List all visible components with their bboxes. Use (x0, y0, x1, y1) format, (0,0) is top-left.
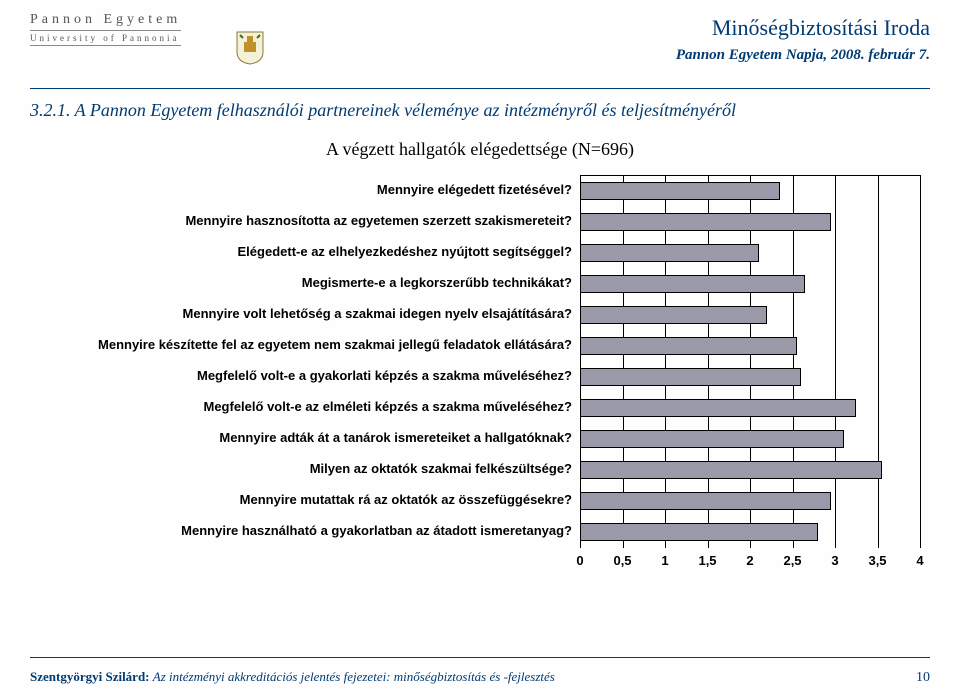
footer: Szentgyörgyi Szilárd: Az intézményi akkr… (30, 669, 930, 686)
chart-row: Mennyire elégedett fizetésével? (40, 175, 920, 206)
footer-title: Az intézményi akkreditációs jelentés fej… (153, 669, 555, 684)
x-axis-tick: 3 (831, 553, 838, 568)
page-number: 10 (916, 670, 930, 686)
chart-bar-cell (580, 485, 920, 516)
chart-row-label: Elégedett-e az elhelyezkedéshez nyújtott… (40, 245, 580, 259)
chart-row-label: Megfelelő volt-e az elméleti képzés a sz… (40, 400, 580, 414)
slide-body: 3.2.1. A Pannon Egyetem felhasználói par… (30, 100, 930, 605)
satisfaction-chart: Mennyire elégedett fizetésével? Mennyire … (40, 175, 920, 605)
x-axis-tick: 0 (576, 553, 583, 568)
chart-bar (580, 430, 844, 448)
chart-bar-cell (580, 330, 920, 361)
chart-bar-cell (580, 392, 920, 423)
chart-bar (580, 182, 780, 200)
university-name-en: University of Pannonia (30, 30, 181, 46)
chart-bar (580, 399, 856, 417)
chart-row: Mennyire volt lehetőség a szakmai idegen… (40, 299, 920, 330)
chart-row: Mennyire készítette fel az egyetem nem s… (40, 330, 920, 361)
x-axis-tick: 3,5 (868, 553, 886, 568)
header-right: Minőségbiztosítási Iroda Pannon Egyetem … (676, 15, 930, 64)
chart-row: Mennyire mutattak rá az oktatók az össze… (40, 485, 920, 516)
x-axis-tick: 4 (916, 553, 923, 568)
chart-bar (580, 244, 759, 262)
x-axis-tick: 2 (746, 553, 753, 568)
footer-divider (30, 657, 930, 658)
chart-row-label: Mennyire hasznosította az egyetemen szer… (40, 214, 580, 228)
footer-author: Szentgyörgyi Szilárd: (30, 669, 153, 684)
chart-row-label: Mennyire készítette fel az egyetem nem s… (40, 338, 580, 352)
chart-row: Mennyire hasznosította az egyetemen szer… (40, 206, 920, 237)
x-axis-tick: 1,5 (698, 553, 716, 568)
gridline (920, 176, 921, 548)
chart-subtitle: A végzett hallgatók elégedettsége (N=696… (30, 139, 930, 160)
x-axis-tick: 0,5 (613, 553, 631, 568)
chart-bar-cell (580, 423, 920, 454)
event-date: Pannon Egyetem Napja, 2008. február 7. (676, 47, 930, 64)
chart-bar (580, 213, 831, 231)
chart-bar-cell (580, 299, 920, 330)
chart-row-label: Megismerte-e a legkorszerűbb technikákat… (40, 276, 580, 290)
chart-bar-cell (580, 206, 920, 237)
x-axis: 00,511,522,533,54 (580, 553, 920, 573)
x-axis-tick: 1 (661, 553, 668, 568)
chart-row: Megismerte-e a legkorszerűbb technikákat… (40, 268, 920, 299)
chart-row: Elégedett-e az elhelyezkedéshez nyújtott… (40, 237, 920, 268)
x-axis-tick: 2,5 (783, 553, 801, 568)
chart-bar-cell (580, 361, 920, 392)
chart-row-label: Mennyire elégedett fizetésével? (40, 183, 580, 197)
chart-bar (580, 306, 767, 324)
chart-row: Milyen az oktatók szakmai felkészültsége… (40, 454, 920, 485)
footer-text: Szentgyörgyi Szilárd: Az intézményi akkr… (30, 669, 555, 685)
department-title: Minőségbiztosítási Iroda (676, 15, 930, 41)
chart-bar-cell (580, 237, 920, 268)
chart-bar (580, 523, 818, 541)
chart-bar-cell (580, 454, 920, 485)
chart-row-label: Mennyire adták át a tanárok ismereteiket… (40, 431, 580, 445)
slide: Pannon Egyetem University of Pannonia Mi… (0, 0, 960, 696)
chart-bar (580, 492, 831, 510)
chart-bar-cell (580, 268, 920, 299)
chart-row-label: Mennyire használható a gyakorlatban az á… (40, 524, 580, 538)
university-logo-text: Pannon Egyetem University of Pannonia (30, 12, 181, 46)
chart-row: Mennyire adták át a tanárok ismereteiket… (40, 423, 920, 454)
header: Pannon Egyetem University of Pannonia Mi… (0, 0, 960, 90)
chart-row: Mennyire használható a gyakorlatban az á… (40, 516, 920, 547)
chart-bar-cell (580, 516, 920, 547)
university-crest-icon (235, 30, 265, 65)
chart-bar (580, 337, 797, 355)
chart-bar-cell (580, 175, 920, 206)
chart-bar (580, 461, 882, 479)
chart-row: Megfelelő volt-e a gyakorlati képzés a s… (40, 361, 920, 392)
chart-row-label: Mennyire volt lehetőség a szakmai idegen… (40, 307, 580, 321)
university-name-hu: Pannon Egyetem (30, 12, 181, 28)
header-divider (30, 88, 930, 89)
chart-row-label: Megfelelő volt-e a gyakorlati képzés a s… (40, 369, 580, 383)
chart-row-label: Mennyire mutattak rá az oktatók az össze… (40, 493, 580, 507)
chart-row: Megfelelő volt-e az elméleti képzés a sz… (40, 392, 920, 423)
section-title: 3.2.1. A Pannon Egyetem felhasználói par… (30, 100, 930, 121)
chart-bar (580, 368, 801, 386)
chart-bar (580, 275, 805, 293)
chart-row-label: Milyen az oktatók szakmai felkészültsége… (40, 462, 580, 476)
